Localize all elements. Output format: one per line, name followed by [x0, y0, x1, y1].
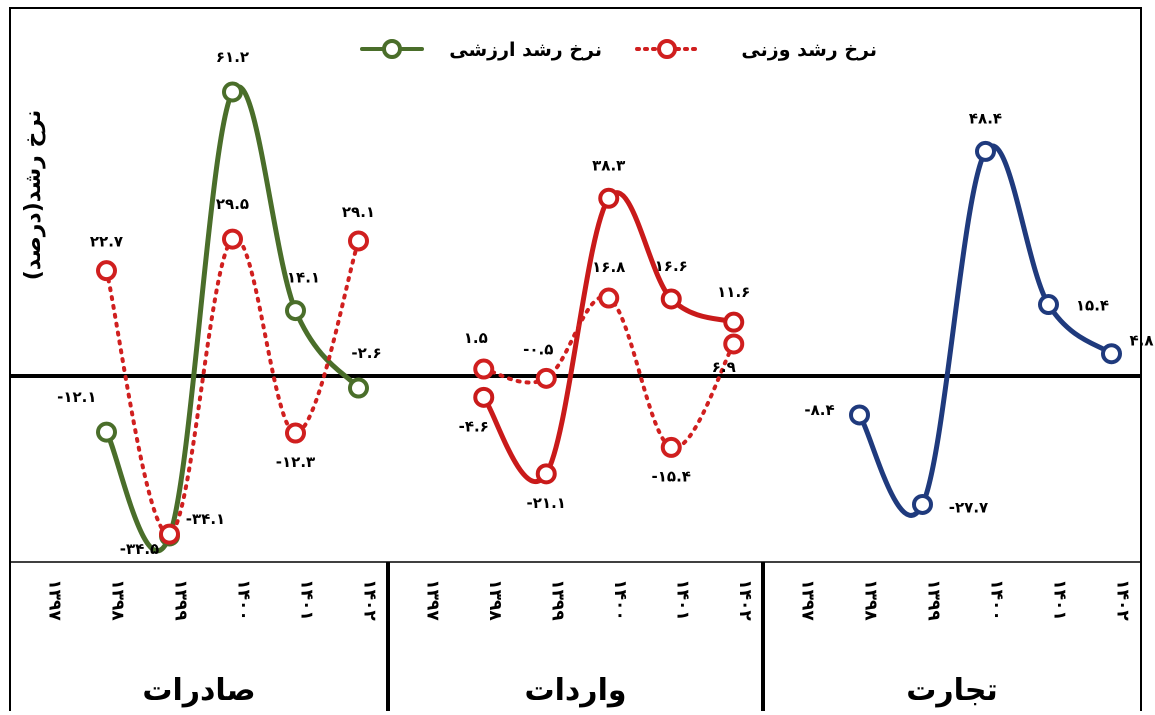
x-tick-label: ۱۴۰۰: [610, 579, 630, 621]
data-point: [348, 377, 369, 399]
data-point: [159, 523, 180, 545]
data-point: [473, 358, 495, 380]
data-point: [348, 230, 369, 252]
legend-swatch-marker: [382, 39, 402, 59]
series-line: [104, 236, 361, 537]
data-label: ۶.۹: [712, 358, 736, 376]
data-point: [96, 421, 117, 443]
data-label: -۳۴.۱: [186, 510, 225, 528]
data-point: [473, 386, 495, 408]
series-line: [104, 84, 361, 554]
data-label: -۲۱.۱: [527, 494, 566, 512]
data-label: -۱۵.۴: [652, 467, 691, 485]
data-label: -۰.۵: [523, 340, 553, 358]
data-label: ۴.۸: [1129, 332, 1153, 350]
x-tick-label: ۱۳۹۹: [171, 579, 191, 621]
x-tick-label: ۱۳۹۸: [485, 579, 505, 621]
data-point: [535, 463, 557, 485]
data-label: ۱۶.۶: [655, 257, 688, 275]
data-point: [222, 81, 243, 103]
data-label: -۱۲.۳: [276, 453, 315, 471]
legend-entry: نرخ رشد وزنی: [635, 39, 877, 61]
data-point: [912, 493, 933, 515]
data-point: [723, 311, 745, 333]
series-line: [481, 190, 737, 485]
x-tick-label: ۱۳۹۹: [547, 579, 567, 621]
data-point: [849, 404, 870, 426]
data-point: [535, 367, 557, 389]
x-tick-label: ۱۴۰۲: [735, 579, 755, 621]
data-point: [598, 287, 620, 309]
data-label: -۴.۶: [459, 417, 489, 435]
series-line: [857, 143, 1114, 518]
data-label: ۱.۵: [464, 329, 488, 347]
data-point: [222, 228, 243, 250]
data-label: -۱۲.۱: [57, 388, 96, 406]
data-label: ۲۹.۵: [216, 195, 249, 213]
group-label: واردات: [524, 673, 626, 708]
data-label: ۴۸.۴: [969, 109, 1002, 127]
data-point: [660, 288, 682, 310]
data-point: [285, 300, 306, 322]
data-point: [285, 422, 306, 444]
group-label: صادرات: [142, 673, 255, 708]
legend-label: نرخ رشد وزنی: [741, 39, 877, 61]
data-label: -۲۷.۷: [949, 498, 988, 516]
x-tick-label: ۱۴۰۱: [297, 579, 317, 621]
data-label: ۱۱.۶: [717, 283, 750, 301]
data-label: -۲.۶: [351, 344, 381, 362]
data-label: -۸.۴: [804, 401, 834, 419]
legend-entry: نرخ رشد ارزشی: [360, 39, 602, 61]
x-tick-label: ۱۴۰۲: [360, 579, 380, 621]
data-label: ۱۴.۱: [287, 269, 320, 287]
x-tick-label: ۱۳۹۸: [861, 579, 881, 621]
data-label: -۳۴.۵: [120, 540, 159, 558]
group-label: تجارت: [906, 673, 998, 708]
data-point: [1101, 343, 1122, 365]
data-point: [660, 436, 682, 458]
data-point: [1038, 294, 1059, 316]
x-tick-label: ۱۳۹۸: [108, 579, 128, 621]
x-tick-label: ۱۳۹۷: [422, 579, 442, 621]
data-label: ۳۸.۳: [592, 156, 625, 174]
series-line: [481, 294, 736, 450]
x-tick-label: ۱۴۰۱: [672, 579, 692, 621]
data-point: [96, 260, 117, 282]
data-point: [975, 140, 996, 162]
data-label: ۶۱.۲: [216, 48, 249, 66]
x-tick-label: ۱۴۰۰: [234, 579, 254, 621]
legend-swatch-marker: [657, 39, 677, 59]
x-tick-label: ۱۴۰۱: [1050, 579, 1070, 621]
data-label: ۲۲.۷: [90, 233, 123, 251]
x-tick-label: ۱۴۰۲: [1113, 579, 1133, 621]
data-point: [723, 333, 745, 355]
x-tick-label: ۱۳۹۷: [45, 579, 65, 621]
x-tick-label: ۱۳۹۷: [798, 579, 818, 621]
y-axis-label: نرخ رشد(درصد): [21, 110, 46, 281]
x-tick-label: ۱۴۰۰: [987, 579, 1007, 621]
data-label: ۱۵.۴: [1076, 297, 1109, 315]
x-tick-label: ۱۳۹۹: [924, 579, 944, 621]
data-point: [598, 187, 620, 209]
plot-frame: [9, 7, 1142, 715]
data-label: ۱۶.۸: [592, 258, 625, 276]
data-label: ۲۹.۱: [342, 203, 375, 221]
legend-label: نرخ رشد ارزشی: [449, 39, 602, 61]
